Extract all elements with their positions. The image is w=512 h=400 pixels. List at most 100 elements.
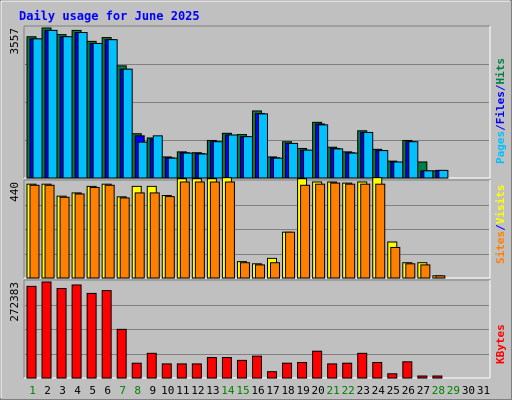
bar-kbytes-day-28 <box>432 375 443 379</box>
bar-kbytes-day-3 <box>56 287 67 379</box>
day-label-27: 27 <box>417 384 430 397</box>
day-label-30: 30 <box>462 384 475 397</box>
y-max-label: 440 <box>8 182 21 202</box>
bar-pages-day-23 <box>363 131 374 179</box>
legend-item-1: / <box>494 224 507 231</box>
bar-pages-day-27 <box>423 170 434 179</box>
bar-pages-day-19 <box>303 149 314 179</box>
y-max-label: 3557 <box>8 28 21 55</box>
bar-pages-day-12 <box>197 153 208 179</box>
day-label-7: 7 <box>119 384 126 397</box>
bar-pages-day-4 <box>77 32 88 179</box>
bar-sites-day-15 <box>239 262 250 279</box>
bar-sites-day-10 <box>164 196 175 279</box>
day-label-4: 4 <box>74 384 81 397</box>
day-label-5: 5 <box>89 384 96 397</box>
y-max-label: 272383 <box>8 282 21 322</box>
legend-item-1: / <box>494 124 507 131</box>
bar-kbytes-day-20 <box>312 350 323 379</box>
bar-pages-day-15 <box>242 136 253 179</box>
day-label-22: 22 <box>342 384 355 397</box>
bar-kbytes-day-16 <box>251 355 262 379</box>
day-label-21: 21 <box>327 384 340 397</box>
day-label-14: 14 <box>221 384 235 397</box>
bar-sites-day-5 <box>89 186 100 279</box>
day-label-16: 16 <box>251 384 264 397</box>
day-label-29: 29 <box>447 384 460 397</box>
day-label-25: 25 <box>387 384 400 397</box>
day-label-18: 18 <box>281 384 294 397</box>
day-label-20: 20 <box>312 384 325 397</box>
day-label-26: 26 <box>402 384 415 397</box>
bar-pages-day-3 <box>62 36 73 179</box>
day-label-15: 15 <box>236 384 249 397</box>
bar-pages-day-25 <box>393 161 404 179</box>
legend-item-0: Pages <box>494 131 507 164</box>
bar-sites-day-7 <box>119 197 130 279</box>
day-label-9: 9 <box>149 384 156 397</box>
day-label-1: 1 <box>29 384 36 397</box>
bar-sites-day-20 <box>315 183 326 279</box>
day-label-8: 8 <box>134 384 141 397</box>
bar-sites-day-17 <box>270 262 281 279</box>
bar-pages-day-8 <box>137 141 148 179</box>
bar-pages-day-21 <box>333 148 344 179</box>
bar-pages-day-24 <box>378 150 389 179</box>
day-label-13: 13 <box>206 384 219 397</box>
day-label-23: 23 <box>357 384 370 397</box>
bar-sites-day-2 <box>44 184 55 279</box>
bar-kbytes-day-4 <box>71 284 82 379</box>
bar-sites-day-8 <box>134 192 145 279</box>
bar-kbytes-day-2 <box>41 281 52 379</box>
bar-kbytes-day-21 <box>327 363 338 379</box>
bar-sites-day-16 <box>254 264 265 279</box>
bar-pages-day-18 <box>288 142 299 179</box>
day-label-31: 31 <box>477 384 490 397</box>
bar-kbytes-day-13 <box>206 357 217 379</box>
bar-pages-day-13 <box>212 141 223 179</box>
bar-sites-day-6 <box>104 184 115 279</box>
day-label-28: 28 <box>432 384 445 397</box>
bar-pages-day-5 <box>92 42 103 179</box>
bar-pages-day-10 <box>167 157 178 179</box>
bar-kbytes-day-7 <box>116 328 127 379</box>
bar-kbytes-day-14 <box>221 357 232 379</box>
day-label-19: 19 <box>296 384 309 397</box>
day-label-3: 3 <box>59 384 66 397</box>
bar-pages-day-2 <box>47 29 58 179</box>
bar-kbytes-day-18 <box>282 362 293 379</box>
bar-pages-day-6 <box>107 39 118 179</box>
bar-sites-day-23 <box>360 183 371 279</box>
bar-sites-day-9 <box>149 192 160 279</box>
bar-sites-day-14 <box>224 181 235 279</box>
bar-kbytes-day-27 <box>417 375 428 379</box>
day-label-11: 11 <box>176 384 189 397</box>
bar-sites-day-25 <box>390 246 401 279</box>
bar-sites-day-4 <box>74 193 85 279</box>
bar-pages-day-17 <box>273 157 284 179</box>
legend-item-0: KBytes <box>494 324 507 364</box>
bar-sites-day-24 <box>375 183 386 279</box>
day-label-12: 12 <box>191 384 204 397</box>
x-axis-day-labels: 1 2 3 4 5 6 7 8 9 10 11 12 13 14 15 16 17 18 19 20 21 22 23 24 2… <box>29 384 490 397</box>
bar-sites-day-27 <box>420 264 431 279</box>
bar-pages-day-1 <box>32 38 43 179</box>
bar-kbytes-day-8 <box>131 362 142 379</box>
bar-kbytes-day-26 <box>402 361 413 379</box>
bar-sites-day-3 <box>59 196 70 279</box>
bar-kbytes-day-9 <box>146 352 157 379</box>
legend-item-2: Files <box>494 91 507 124</box>
bar-sites-day-18 <box>285 231 296 279</box>
bar-pages-day-16 <box>257 113 268 179</box>
bar-kbytes-day-22 <box>342 362 353 379</box>
chart-title: Daily usage for June 2025 <box>19 9 200 23</box>
bar-kbytes-day-15 <box>236 359 247 379</box>
bar-sites-day-21 <box>330 182 341 279</box>
bar-kbytes-day-17 <box>267 371 278 379</box>
bar-kbytes-day-12 <box>191 363 202 379</box>
bar-kbytes-day-25 <box>387 373 398 379</box>
panel-hits-files-pages: 3557 Pages/Files/Hits <box>8 25 507 179</box>
legend-item-2: Visits <box>494 185 507 225</box>
legend-hits-files-pages: Pages/Files/Hits <box>494 58 507 164</box>
